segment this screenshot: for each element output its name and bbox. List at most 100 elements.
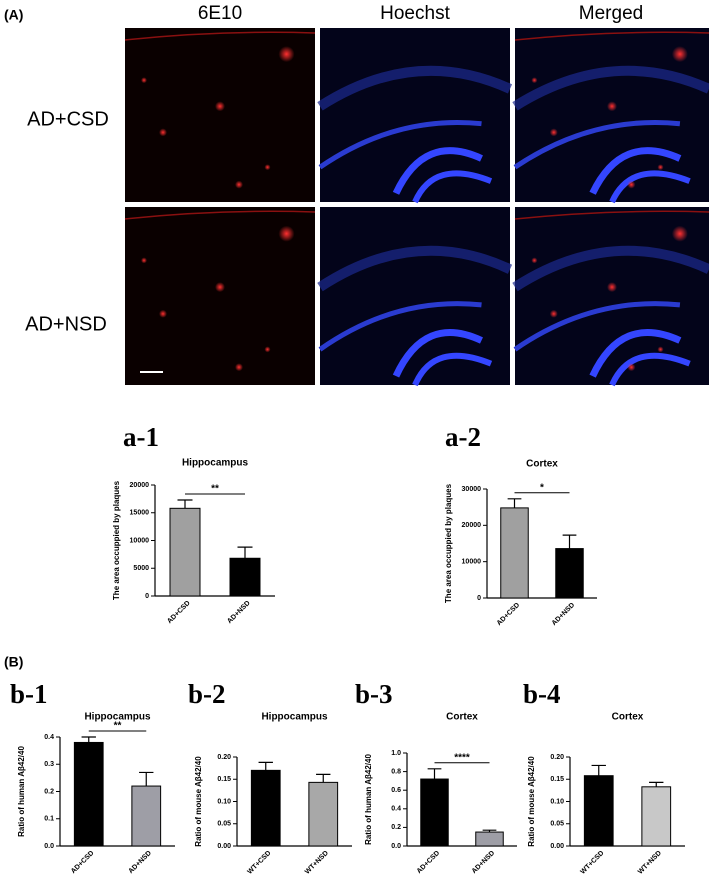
significance-label: *: [540, 482, 544, 493]
y-tick-label: 0.05: [550, 821, 564, 828]
y-tick-label: 0.05: [217, 821, 231, 828]
significance-label: **: [114, 721, 122, 732]
plaque: [215, 101, 225, 112]
tissue: [412, 352, 493, 387]
tissue: [317, 65, 513, 111]
y-axis-label: Ratio of human Aβ42/40: [17, 746, 26, 837]
error-bar: [507, 498, 522, 508]
vessel: [124, 210, 316, 220]
error-bar: [591, 764, 606, 776]
y-tick-label: 0.15: [217, 776, 231, 783]
plaque: [549, 309, 558, 318]
y-tick-label: 0.20: [217, 754, 231, 761]
x-tick-label: AD+NSD: [226, 600, 251, 625]
tissue: [609, 352, 691, 387]
plaque: [607, 101, 617, 112]
y-tick-label: 0.6: [391, 787, 401, 794]
y-axis-label: Ratio of mouse Aβ42/40: [194, 756, 203, 847]
image-bg: [320, 207, 510, 385]
significance-label: **: [211, 484, 219, 495]
bar: [583, 775, 614, 847]
bar: [131, 785, 162, 847]
column-header: Hoechst: [380, 3, 450, 24]
plaque: [235, 180, 243, 189]
column-header: Merged: [579, 3, 643, 24]
x-tick-label: WT+NSD: [304, 850, 330, 876]
plaque: [215, 282, 225, 293]
x-tick-label: AD+CSD: [416, 850, 441, 875]
error-bar: [649, 781, 664, 787]
bar: [475, 831, 504, 847]
chart-title: Cortex: [612, 712, 644, 723]
bar: [641, 786, 672, 847]
y-tick-label: 0.2: [391, 824, 401, 831]
tissue: [318, 119, 482, 170]
vessel: [124, 31, 316, 41]
y-tick-label: 0.1: [44, 816, 54, 823]
error-bar: [482, 829, 497, 833]
panel-tag: a-2: [445, 422, 481, 452]
error-bar: [177, 499, 193, 509]
panel-tag: b-2: [188, 679, 226, 709]
bar: [308, 781, 339, 847]
micrograph: [512, 207, 709, 387]
y-tick-label: 0.10: [217, 798, 231, 805]
bar: [73, 741, 104, 847]
plaque: [141, 77, 147, 84]
chart-title: Hippocampus: [182, 458, 249, 469]
tissue: [513, 301, 681, 352]
x-tick-label: AD+NSD: [471, 850, 496, 875]
y-axis-label: The area occuppied by plaques: [444, 483, 453, 603]
plaque: [657, 164, 664, 171]
y-tick-label: 1.0: [391, 750, 401, 757]
vessel: [514, 210, 709, 220]
y-tick-label: 0.4: [44, 734, 54, 741]
y-axis-label: Ratio of human Aβ42/40: [364, 754, 373, 845]
y-tick-label: 20000: [130, 482, 150, 489]
tissue: [609, 170, 691, 204]
plaque: [159, 309, 167, 318]
y-tick-label: 0.20: [550, 754, 564, 761]
bar: [420, 778, 449, 847]
panel-tag: b-4: [523, 679, 561, 709]
y-tick-label: 0.3: [44, 761, 54, 768]
micrographs: [124, 28, 709, 387]
y-tick-label: 0.10: [550, 798, 564, 805]
micrograph: [317, 207, 513, 387]
y-axis-label: The area occuppied by plaques: [112, 480, 121, 600]
y-tick-label: 0.15: [550, 776, 564, 783]
y-tick-label: 5000: [133, 565, 149, 572]
y-tick-label: 30000: [462, 486, 482, 493]
bar: [500, 507, 529, 599]
tissue: [512, 245, 709, 292]
y-tick-label: 0: [477, 595, 481, 602]
plaque: [264, 346, 271, 353]
tissue: [392, 329, 483, 378]
plaque: [531, 77, 538, 84]
y-tick-label: 0.8: [391, 768, 401, 775]
micrograph: [124, 207, 316, 385]
row-label: AD+NSD: [25, 313, 107, 335]
x-tick-label: WT+CSD: [579, 850, 605, 876]
chart-title: Cortex: [446, 712, 478, 723]
tissue: [589, 147, 682, 195]
tissue: [317, 245, 513, 292]
chart-title: Hippocampus: [261, 712, 328, 723]
bar: [229, 557, 261, 597]
plaque: [159, 128, 167, 137]
error-bar: [562, 534, 577, 549]
y-tick-label: 10000: [462, 559, 482, 566]
tissue: [513, 119, 681, 170]
error-bar: [258, 761, 273, 771]
tissue: [412, 170, 493, 204]
plaque: [607, 282, 617, 293]
micrograph: [512, 28, 709, 204]
image-bg: [320, 28, 510, 202]
chart-title: Cortex: [526, 459, 558, 470]
x-tick-label: AD+NSD: [128, 850, 153, 875]
tissue: [589, 329, 682, 378]
y-tick-label: 0.0: [391, 843, 401, 850]
plaque: [235, 363, 243, 372]
vessel: [514, 31, 709, 41]
column-header: 6E10: [198, 3, 242, 24]
